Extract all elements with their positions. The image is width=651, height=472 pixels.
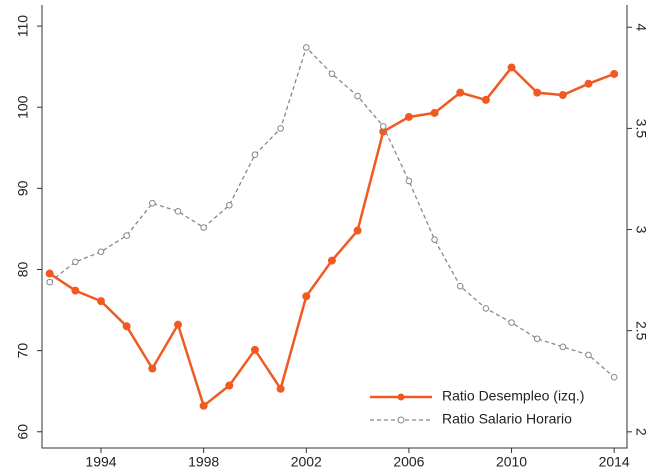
point xyxy=(585,351,592,359)
point xyxy=(405,177,413,185)
point xyxy=(277,125,284,132)
y2-tick-label: 3.5 xyxy=(633,119,649,139)
point xyxy=(225,381,234,390)
y-tick-label: 80 xyxy=(15,262,31,278)
y-tick-label: 60 xyxy=(15,424,31,440)
x-tick-label: 2010 xyxy=(496,454,527,470)
y2-tick-label: 4 xyxy=(633,23,649,31)
legend-label: Ratio Desempleo (izq.) xyxy=(442,388,584,404)
point xyxy=(302,44,310,51)
point xyxy=(482,305,490,312)
point xyxy=(431,236,438,243)
point xyxy=(148,364,157,373)
point xyxy=(173,320,182,329)
y-tick-label: 100 xyxy=(15,95,31,119)
point xyxy=(353,226,362,235)
point xyxy=(533,88,542,97)
point xyxy=(97,297,106,306)
point xyxy=(302,292,311,301)
point xyxy=(45,269,54,278)
axes-frame xyxy=(41,5,628,449)
point xyxy=(71,286,80,295)
y-tick-label: 110 xyxy=(15,15,31,38)
x-tick-label: 1994 xyxy=(85,454,116,470)
point xyxy=(149,199,156,207)
point xyxy=(200,224,207,231)
series-line xyxy=(49,65,615,408)
x-tick-label: 2014 xyxy=(599,454,630,470)
y-tick-label: 70 xyxy=(15,343,31,359)
point xyxy=(72,258,79,266)
legend-marker xyxy=(397,393,405,401)
point xyxy=(610,373,618,381)
y2-tick-label: 2.5 xyxy=(633,321,649,341)
y2-tick-label: 3 xyxy=(633,226,649,234)
point xyxy=(456,88,465,97)
x-tick-label: 1998 xyxy=(188,454,219,470)
series-line xyxy=(49,46,615,378)
point xyxy=(404,112,413,121)
x-tick-label: 2002 xyxy=(291,454,322,470)
point xyxy=(122,322,131,331)
point xyxy=(276,384,285,393)
y-tick-label: 90 xyxy=(15,180,31,196)
point xyxy=(507,63,516,72)
point xyxy=(226,201,233,209)
point xyxy=(379,123,387,130)
point xyxy=(558,91,567,100)
point xyxy=(251,151,259,158)
point xyxy=(354,92,361,100)
point xyxy=(46,278,53,286)
point xyxy=(584,79,593,88)
point xyxy=(456,282,464,290)
legend-label: Ratio Salario Horario xyxy=(442,411,572,427)
point xyxy=(481,95,490,104)
x-tick-label: 2006 xyxy=(393,454,424,470)
point xyxy=(430,108,439,117)
point xyxy=(123,232,130,239)
y2-tick-label: 2 xyxy=(633,428,649,436)
point xyxy=(559,343,567,351)
point xyxy=(610,69,619,78)
point xyxy=(199,401,208,410)
point xyxy=(328,70,336,78)
legend-marker xyxy=(397,416,405,424)
point xyxy=(508,319,515,326)
point xyxy=(97,248,105,256)
point xyxy=(533,335,541,343)
point xyxy=(174,208,182,215)
point xyxy=(250,345,259,354)
point xyxy=(327,256,336,265)
